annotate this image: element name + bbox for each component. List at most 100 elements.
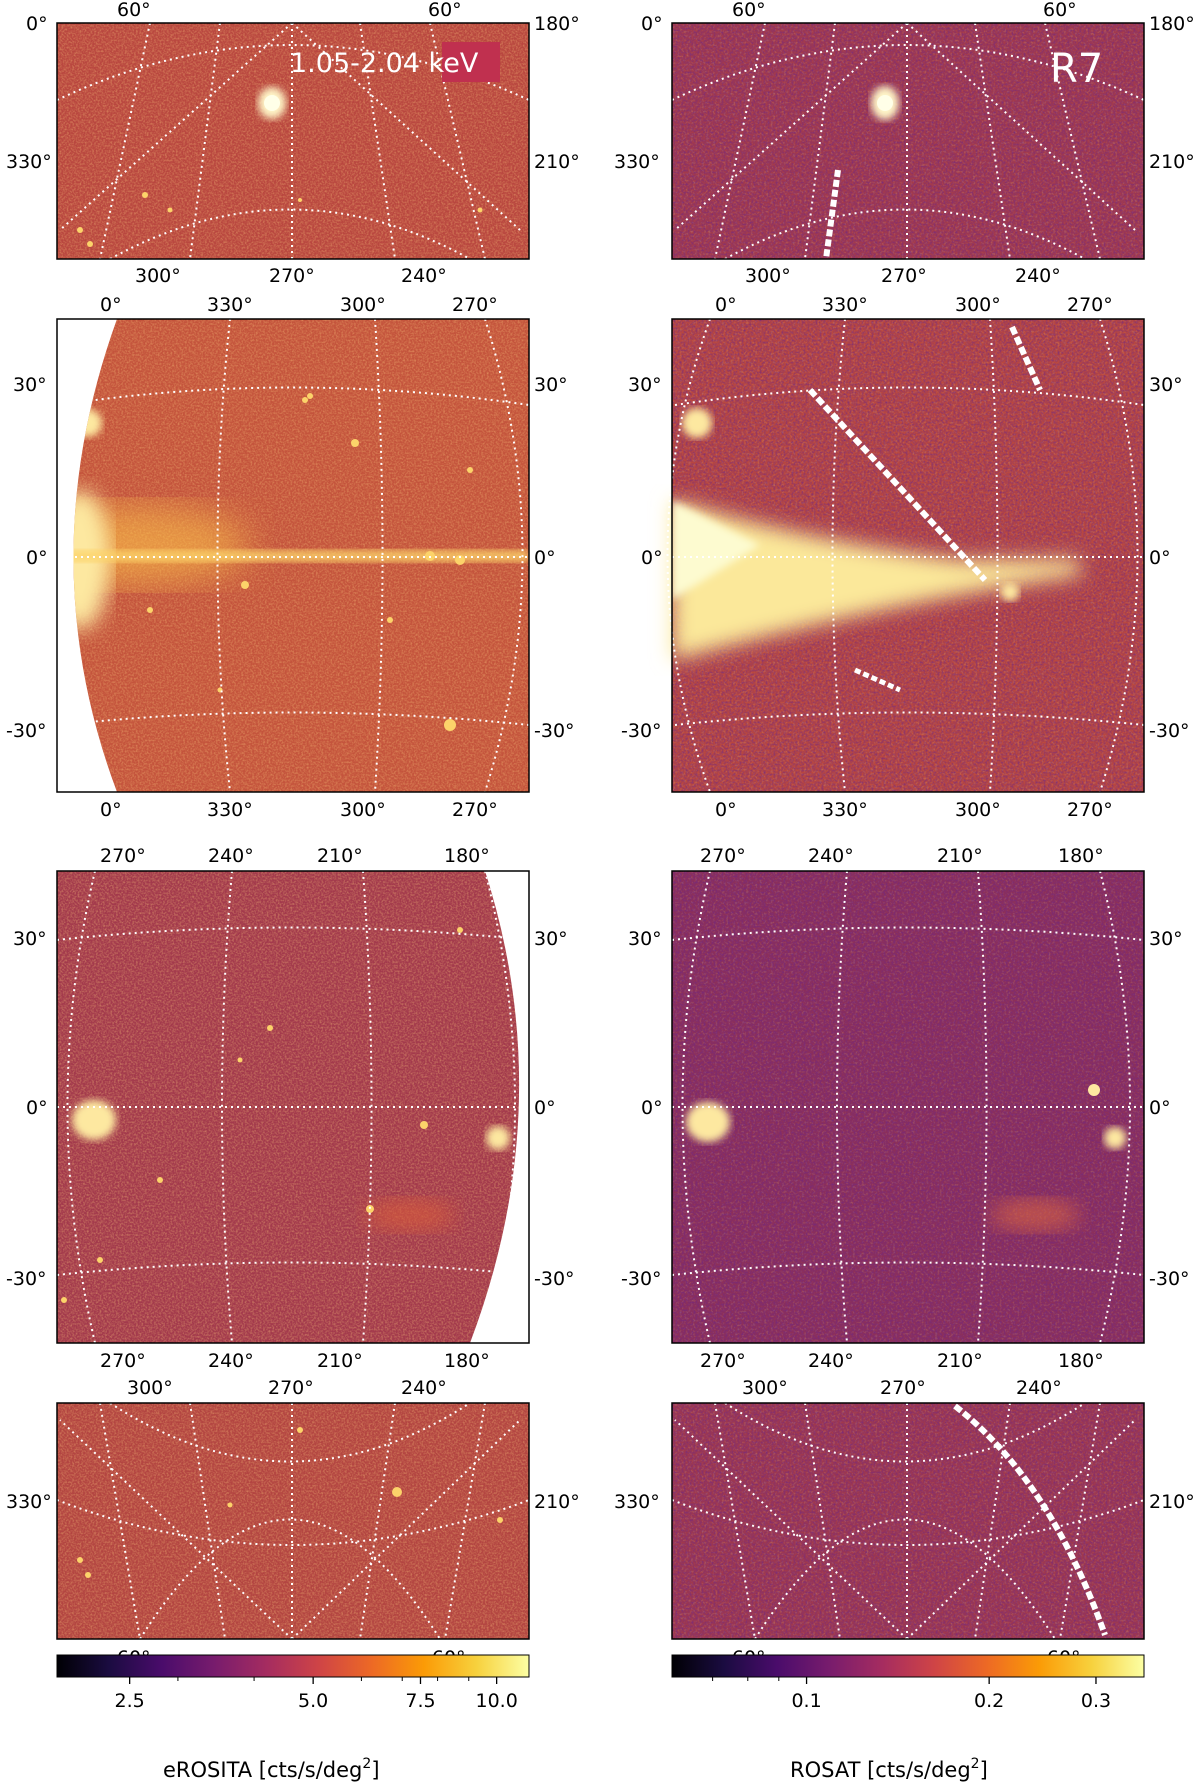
tick-label: 300° <box>340 294 386 316</box>
tick-label: 180° <box>1058 1350 1104 1372</box>
tick-label: 210° <box>1149 1491 1195 1513</box>
panel-row1-rosat: R7 <box>671 22 1145 260</box>
tick-label: 300° <box>127 1377 173 1399</box>
tick-label: 300° <box>135 265 181 287</box>
tick-label: 300° <box>742 1377 788 1399</box>
tick-label: 330° <box>614 151 660 173</box>
tick-label: 270° <box>881 265 927 287</box>
colorbar-erosita-tick-label: 5.0 <box>298 1690 328 1712</box>
colorbar-rosat-tick-label: 0.1 <box>791 1690 821 1712</box>
colorbar-erosita-tick-label: 7.5 <box>405 1690 435 1712</box>
colorbar-rosat-tick-label: 0.3 <box>1081 1690 1111 1712</box>
scan-artifact-stripe <box>953 1403 1108 1637</box>
tick-label: 0° <box>100 799 122 821</box>
tick-label: -30° <box>621 1268 662 1290</box>
band-label-bg <box>442 42 500 82</box>
tick-label: 270° <box>100 845 146 867</box>
tick-label: 240° <box>401 265 447 287</box>
panel-row3-erosita <box>56 870 530 1344</box>
tick-label: 0° <box>641 13 663 35</box>
tick-label: 210° <box>534 1491 580 1513</box>
panel-row3-rosat <box>671 870 1145 1344</box>
galactic-plane <box>73 550 529 562</box>
tick-label: 30° <box>13 928 47 950</box>
tick-label: -30° <box>534 1268 575 1290</box>
tick-label: 0° <box>715 294 737 316</box>
colorbar-rosat-gradient <box>671 1654 1145 1678</box>
panel-row4-erosita <box>56 1402 530 1640</box>
tick-label: 210° <box>937 1350 983 1372</box>
tick-label: 0° <box>534 1097 556 1119</box>
tick-label: 60° <box>428 0 462 21</box>
tick-label: 0° <box>715 799 737 821</box>
tick-label: 330° <box>614 1491 660 1513</box>
tick-label: 210° <box>1149 151 1195 173</box>
colorbar-erosita-title: eROSITA [cts/s/deg2] <box>163 1756 380 1782</box>
colorbar-rosat-title: ROSAT [cts/s/deg2] <box>790 1756 988 1782</box>
tick-label: 240° <box>208 845 254 867</box>
colorbar-erosita: 2.5 5.0 7.5 10.0 eROSITA [cts/s/deg2] <box>56 1654 530 1782</box>
tick-label: -30° <box>1149 1268 1190 1290</box>
tick-label: 330° <box>822 294 868 316</box>
tick-label: 0° <box>641 1097 663 1119</box>
tick-label: 240° <box>401 1377 447 1399</box>
tick-label: 60° <box>1043 0 1077 21</box>
tick-label: -30° <box>6 720 47 742</box>
tick-label: 270° <box>1067 799 1113 821</box>
tick-label: 0° <box>534 547 556 569</box>
tick-label: 0° <box>1149 547 1171 569</box>
tick-label: 210° <box>937 845 983 867</box>
row1-ticks: 60° 60° 180° 210° 0° 330° 300° 270° 240°… <box>6 0 1195 287</box>
tick-label: 270° <box>700 1350 746 1372</box>
tick-label: -30° <box>1149 720 1190 742</box>
tick-label: 300° <box>955 294 1001 316</box>
tick-label: 30° <box>534 374 568 396</box>
tick-label: 240° <box>1016 1377 1062 1399</box>
tick-label: 0° <box>26 547 48 569</box>
colorbar-erosita-gradient <box>56 1654 530 1678</box>
tick-label: 270° <box>452 799 498 821</box>
tick-label: 180° <box>1058 845 1104 867</box>
tick-label: 30° <box>13 374 47 396</box>
tick-label: 330° <box>6 151 52 173</box>
tick-label: 0° <box>26 13 48 35</box>
tick-label: 180° <box>444 1350 490 1372</box>
tick-label: 30° <box>534 928 568 950</box>
roi-label: R7 <box>1050 46 1103 92</box>
panel-row2-rosat <box>666 318 1145 793</box>
tick-label: 30° <box>1149 928 1183 950</box>
tick-label: 270° <box>100 1350 146 1372</box>
tick-label: 270° <box>700 845 746 867</box>
tick-label: 330° <box>6 1491 52 1513</box>
tick-label: 180° <box>1149 13 1195 35</box>
tick-label: 60° <box>732 0 766 21</box>
tick-label: 30° <box>628 374 662 396</box>
tick-label: 210° <box>534 151 580 173</box>
tick-label: -30° <box>6 1268 47 1290</box>
tick-label: 210° <box>317 845 363 867</box>
tick-label: 30° <box>628 928 662 950</box>
tick-label: -30° <box>534 720 575 742</box>
band-label: 1.05-2.04 keV <box>290 48 479 79</box>
tick-label: 300° <box>955 799 1001 821</box>
tick-label: 270° <box>269 265 315 287</box>
tick-label: 330° <box>207 799 253 821</box>
row3-ticks: 270° 240° 210° 180° 270° 240° 210° 180° … <box>6 845 1190 1372</box>
colorbar-erosita-tick-label: 2.5 <box>115 1690 145 1712</box>
panel-row2-erosita <box>56 318 530 793</box>
tick-label: 270° <box>1067 294 1113 316</box>
tick-label: 30° <box>1149 374 1183 396</box>
tick-label: -30° <box>621 720 662 742</box>
tick-label: 240° <box>208 1350 254 1372</box>
colorbar-rosat: 0.1 0.2 0.3 ROSAT [cts/s/deg2] <box>671 1654 1145 1782</box>
tick-label: 330° <box>822 799 868 821</box>
tick-label: 0° <box>100 294 122 316</box>
tick-label: 0° <box>26 1097 48 1119</box>
tick-label: 240° <box>808 845 854 867</box>
tick-label: 0° <box>641 547 663 569</box>
scan-artifact-stripe <box>1009 325 1043 392</box>
tick-label: 0° <box>1149 1097 1171 1119</box>
colorbar-rosat-tick-label: 0.2 <box>974 1690 1004 1712</box>
tick-label: 330° <box>207 294 253 316</box>
